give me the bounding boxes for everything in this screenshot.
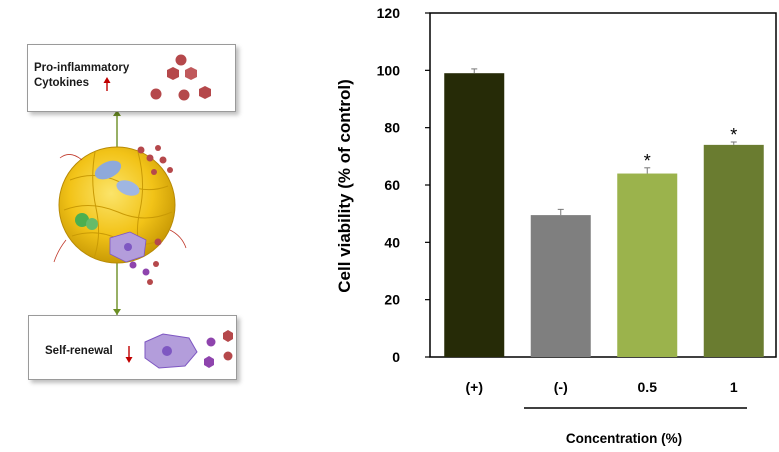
cell-viability-chart: Cell viability (% of control) Concentrat…: [335, 5, 777, 446]
bar-0: [444, 73, 505, 357]
cell-cluster-icon: [53, 146, 187, 264]
x-tick-label: 1: [730, 379, 738, 395]
y-tick-label: 20: [384, 292, 400, 308]
stem-cell-icon: [125, 330, 233, 369]
bar-1: [530, 215, 591, 357]
x-tick-label: (-): [554, 379, 568, 395]
bar-2: [617, 173, 678, 357]
y-axis-label: Cell viability (% of control): [335, 79, 354, 292]
self-renewal-box: Self-renewal: [28, 315, 237, 380]
y-tick-label: 60: [384, 177, 400, 193]
significance-marker: *: [644, 151, 651, 171]
x-axis-label: Concentration (%): [566, 431, 682, 446]
self-renewal-label: Self-renewal: [45, 345, 113, 357]
x-tick-label: 0.5: [638, 379, 658, 395]
y-ticks: 0 20 40 60 80 100 120: [377, 5, 430, 365]
x-tick-label: (+): [466, 379, 484, 395]
y-tick-label: 100: [377, 62, 401, 78]
connector-arrow-top: [113, 110, 121, 116]
x-ticks: (+) (-) 0.5 1: [466, 379, 738, 395]
bar-3: [703, 144, 764, 357]
secreted-particles-icon: [129, 145, 173, 285]
illustration-graphic: [53, 110, 187, 315]
cytokine-particles-icon: [103, 54, 211, 101]
cytokines-label: Cytokines: [34, 77, 89, 89]
bars: **: [444, 68, 764, 357]
significance-marker: *: [730, 125, 737, 145]
pro-inflammatory-box: Pro-inflammatory Cytokines: [27, 44, 236, 112]
y-tick-label: 80: [384, 120, 400, 136]
illustration-panel: Pro-inflammatory Cytokines Self-renewal: [0, 0, 300, 452]
y-tick-label: 0: [392, 349, 400, 365]
y-tick-label: 40: [384, 234, 400, 250]
connector-arrow-bottom: [113, 309, 121, 315]
pro-inflammatory-label: Pro-inflammatory: [34, 62, 130, 74]
y-tick-label: 120: [377, 5, 401, 21]
